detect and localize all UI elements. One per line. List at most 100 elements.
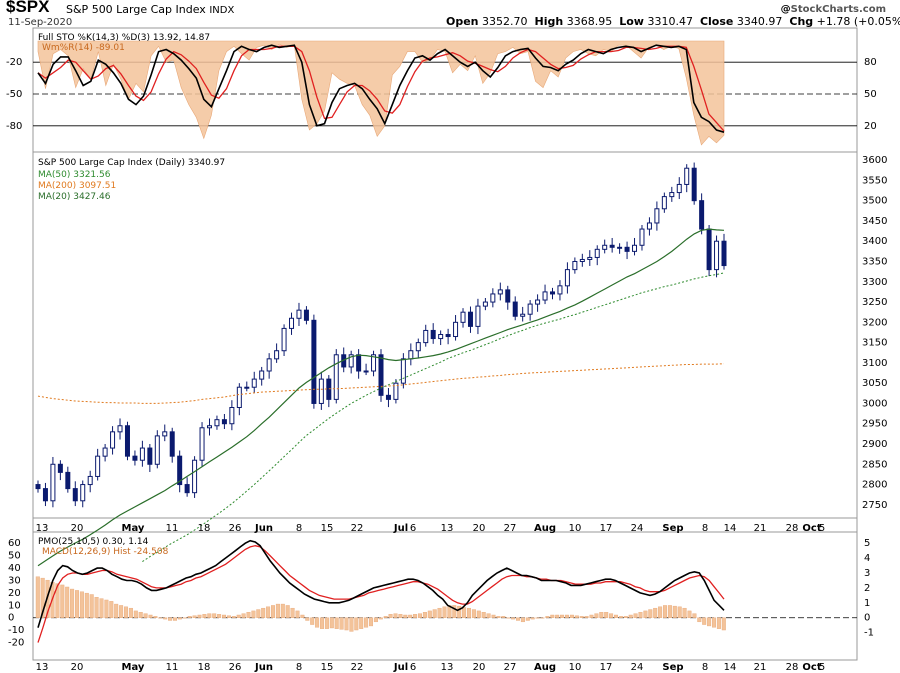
price-legend: S&P 500 Large Cap Index (Daily) 3340.97 (38, 158, 225, 168)
macd-hist-bar (565, 614, 570, 618)
macd-hist-bar (383, 616, 388, 618)
macd-hist-bar (153, 616, 158, 618)
x-axis-label-1: Jul (393, 662, 408, 673)
candle-body (57, 463, 63, 473)
x-axis-label-0: 22 (351, 523, 364, 534)
candle-body (706, 228, 712, 271)
macd-hist-bar (393, 613, 398, 618)
price-candle (460, 308, 466, 328)
macd-hist-bar (123, 606, 128, 618)
low-label: Low (619, 15, 644, 28)
pmo-tick-left: 0 (8, 613, 14, 624)
price-candle (80, 480, 86, 508)
x-axis-label-0: 17 (600, 523, 613, 534)
x-axis-label-1: 5 (819, 662, 825, 673)
price-candle (244, 381, 250, 392)
candle-body (259, 370, 265, 380)
price-tick-label: 3500 (862, 196, 887, 207)
macd-hist-bar (584, 616, 589, 618)
price-candle (684, 164, 690, 193)
candle-body (95, 455, 101, 477)
macd-hist-bar (589, 614, 594, 618)
ma200-legend: MA(200) 3097.51 (38, 181, 116, 191)
price-candle (110, 426, 116, 455)
candle-body (512, 301, 518, 317)
sto-tick-left: -20 (6, 57, 22, 68)
close-label: Close (699, 15, 734, 28)
pmo-tick-right: 0 (864, 613, 870, 624)
macd-hist-bar (721, 617, 726, 631)
price-candle (281, 324, 287, 356)
macd-hist-bar (177, 617, 182, 620)
macd-hist-bar (560, 614, 565, 618)
macd-hist-bar (187, 616, 192, 618)
pmo-tick-right: 2 (864, 583, 870, 594)
macd-hist-bar (604, 612, 609, 618)
price-candle (42, 482, 48, 507)
x-axis-label-0: 28 (786, 523, 799, 534)
price-candle (50, 456, 56, 508)
macd-hist-bar (422, 612, 427, 618)
candle-body (714, 240, 720, 271)
price-candle (557, 280, 563, 301)
chg-value: +1.78 (+0.05%) (816, 15, 900, 28)
candle-body (110, 431, 116, 449)
chart-header: $SPX S&P 500 Large Cap Index INDX 11-Sep… (0, 0, 900, 28)
macd-hist-bar (579, 616, 584, 618)
macd-hist-bar (35, 576, 40, 618)
price-candle (154, 430, 160, 469)
macd-hist-bar (339, 617, 344, 630)
price-candle (229, 400, 235, 431)
candle-body (430, 329, 436, 340)
watermark-logo-icon: @ (780, 4, 791, 15)
price-candle (147, 444, 153, 472)
candle-body (587, 256, 593, 260)
macd-hist-bar (653, 607, 658, 618)
sto-tick-right: 20 (864, 121, 877, 132)
candle-body (274, 350, 280, 360)
price-candle (259, 366, 265, 386)
macd-hist-bar (609, 613, 614, 618)
candle-body (303, 309, 309, 321)
price-candle (617, 243, 623, 254)
candle-body (490, 293, 496, 303)
macd-hist-bar (614, 614, 619, 618)
candle-body (691, 167, 697, 202)
macd-hist-bar (221, 614, 226, 618)
price-candle (363, 363, 369, 376)
price-candle (602, 239, 608, 254)
macd-hist-bar (315, 617, 320, 628)
price-candle (453, 315, 459, 341)
candle-body (199, 427, 205, 461)
macd-hist-bar (212, 613, 217, 618)
macd-hist-bar (432, 609, 437, 618)
macd-hist-bar (540, 617, 545, 619)
x-axis-label-0: 20 (473, 523, 486, 534)
macd-hist-bar (285, 605, 290, 618)
macd-hist-bar (501, 616, 506, 618)
candle-body (632, 244, 638, 252)
price-tick-label: 3600 (862, 155, 887, 166)
candle-body (124, 425, 130, 457)
x-axis-label-1: 18 (198, 662, 211, 673)
macd-hist-bar (716, 617, 721, 629)
price-candle (35, 480, 41, 493)
macd-hist-bar (128, 607, 133, 618)
macd-hist-bar (457, 605, 462, 618)
price-candle (497, 282, 503, 301)
sto-tick-right: 80 (864, 57, 877, 68)
price-candle (714, 235, 720, 278)
macd-hist-bar (476, 610, 481, 618)
candle-body (661, 196, 667, 210)
price-tick-label: 3050 (862, 378, 887, 389)
candle-body (184, 484, 190, 494)
candle-body (460, 311, 466, 323)
macd-hist-bar (667, 605, 672, 618)
macd-hist-bar (261, 607, 266, 618)
macd-hist-bar (310, 617, 315, 625)
candle-body (527, 303, 533, 315)
x-axis-label-1: Aug (534, 662, 556, 673)
macd-hist-bar (496, 616, 501, 618)
price-candle (72, 481, 78, 507)
chg-label: Chg (789, 15, 814, 28)
